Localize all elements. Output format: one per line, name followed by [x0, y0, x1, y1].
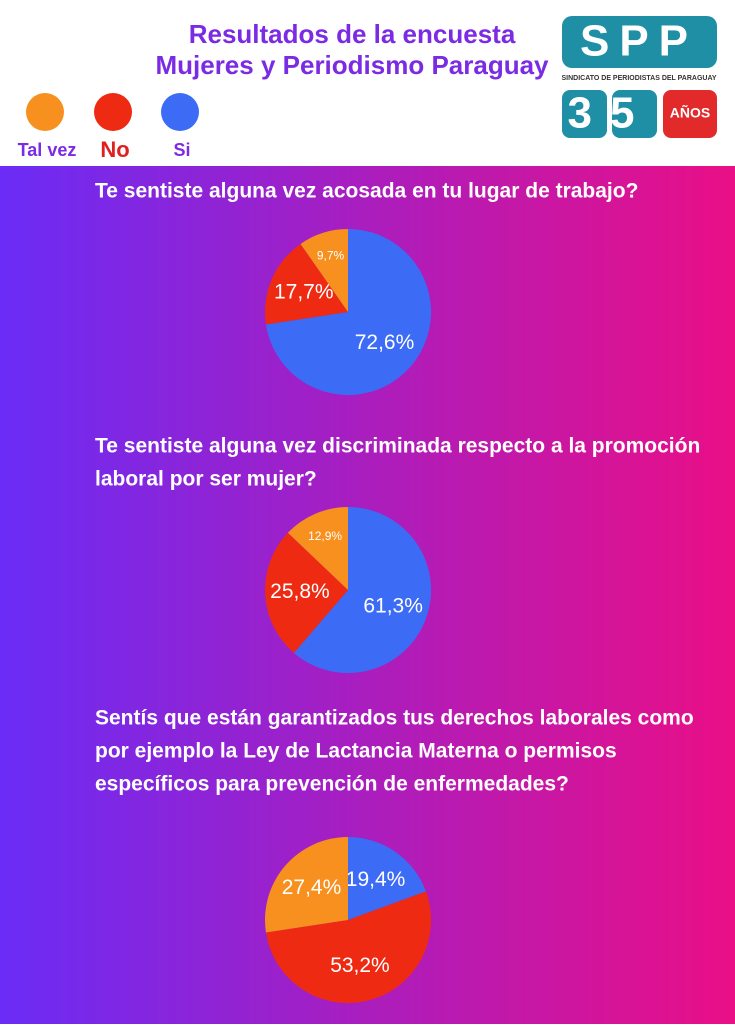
- legend-swatch: [26, 93, 64, 131]
- legend-label: Si: [173, 140, 190, 160]
- slice-label: 53,2%: [330, 954, 390, 977]
- slice-label: 12,9%: [308, 529, 342, 543]
- question: específicos para prevención de enfermeda…: [95, 773, 569, 796]
- question: Sentís que están garantizados tus derech…: [95, 707, 694, 730]
- logo-box: [562, 90, 607, 138]
- logo-box: [663, 90, 717, 138]
- question: laboral por ser mujer?: [95, 468, 317, 491]
- slice-label: 25,8%: [270, 580, 330, 603]
- pie-slice: [265, 229, 431, 395]
- legend-swatch: [94, 93, 132, 131]
- logo-number: 35: [568, 89, 653, 138]
- pie-slice: [265, 532, 348, 653]
- pie-slice: [348, 837, 426, 920]
- slice-label: 61,3%: [363, 594, 423, 617]
- legend-label: No: [100, 137, 129, 162]
- logo-subtitle: SINDICATO DE PERIODISTAS DEL PARAGUAY: [561, 75, 716, 82]
- pie-slice: [265, 837, 348, 933]
- question: Te sentiste alguna vez discriminada resp…: [95, 435, 700, 458]
- slice-label: 19,4%: [346, 868, 406, 891]
- slice-label: 27,4%: [282, 876, 342, 899]
- legend-swatch: [161, 93, 199, 131]
- legend-label: Tal vez: [18, 140, 77, 160]
- title: Mujeres y Periodismo Paraguay: [155, 50, 549, 80]
- question: Te sentiste alguna vez acosada en tu lug…: [95, 180, 638, 203]
- logo-box: [612, 90, 657, 138]
- logo-box: [562, 16, 717, 68]
- logo: [562, 16, 717, 138]
- pie-slice: [293, 507, 432, 673]
- pie-slice: [287, 507, 348, 590]
- title: Resultados de la encuesta: [189, 19, 516, 49]
- logo-name: SPP: [580, 17, 698, 66]
- pie-slice: [265, 891, 431, 1003]
- pie-slice: [300, 229, 348, 312]
- pie-slice: [264, 243, 348, 325]
- slice-label: 72,6%: [355, 331, 415, 354]
- logo-unit: AÑOS: [670, 104, 710, 121]
- question: por ejemplo la Ley de Lactancia Materna …: [95, 740, 617, 763]
- slice-label: 9,7%: [317, 249, 345, 263]
- slice-label: 17,7%: [274, 281, 334, 304]
